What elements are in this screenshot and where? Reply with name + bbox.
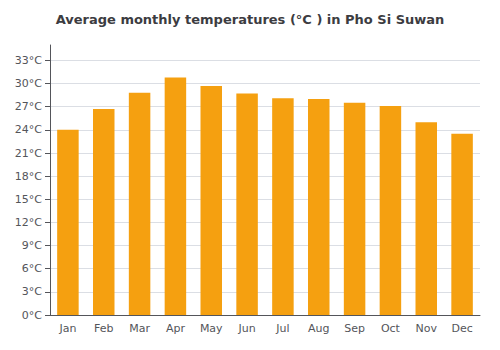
svg-text:15°C: 15°C [15, 193, 42, 206]
svg-text:Sep: Sep [344, 322, 365, 335]
svg-text:30°C: 30°C [15, 77, 42, 90]
svg-text:Average monthly temperatures (: Average monthly temperatures (°C ) in Ph… [56, 12, 445, 27]
svg-text:Aug: Aug [308, 322, 329, 335]
svg-text:Jul: Jul [275, 322, 289, 335]
svg-text:3°C: 3°C [22, 285, 42, 298]
svg-text:0°C: 0°C [22, 309, 42, 322]
svg-text:Jun: Jun [237, 322, 255, 335]
svg-text:21°C: 21°C [15, 147, 42, 160]
svg-text:Nov: Nov [416, 322, 438, 335]
svg-text:12°C: 12°C [15, 216, 42, 229]
svg-text:Dec: Dec [451, 322, 472, 335]
svg-text:33°C: 33°C [15, 54, 42, 67]
svg-text:Apr: Apr [166, 322, 186, 335]
svg-text:Feb: Feb [94, 322, 113, 335]
svg-text:27°C: 27°C [15, 100, 42, 113]
svg-text:6°C: 6°C [22, 262, 42, 275]
svg-text:Oct: Oct [381, 322, 401, 335]
svg-text:Jan: Jan [58, 322, 76, 335]
svg-text:May: May [200, 322, 223, 335]
svg-text:18°C: 18°C [15, 170, 42, 183]
svg-text:Mar: Mar [129, 322, 150, 335]
svg-text:24°C: 24°C [15, 123, 42, 136]
svg-text:9°C: 9°C [22, 239, 42, 252]
